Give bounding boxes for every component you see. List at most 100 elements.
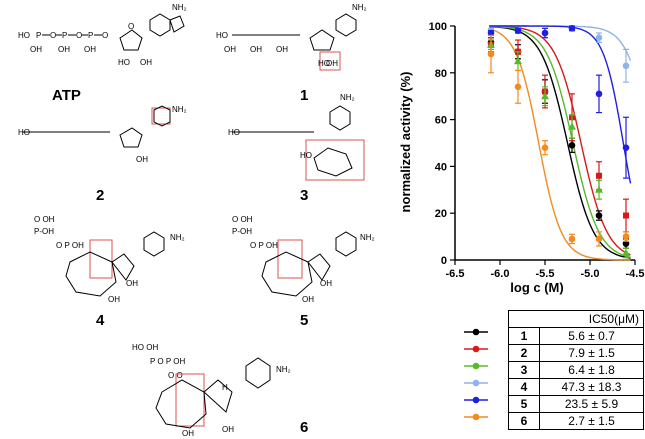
data-point <box>595 34 603 41</box>
y-tick-label: 20 <box>435 208 447 220</box>
compound-number: 4 <box>508 378 540 396</box>
legend-markers <box>464 328 488 421</box>
ic50-row: 4 47.3 ± 18.3 <box>508 378 644 396</box>
compound-number: 1 <box>508 327 540 345</box>
fit-curves <box>489 25 632 261</box>
svg-text:NH₂: NH₂ <box>360 233 375 242</box>
ic50-row: 1 5.6 ± 0.7 <box>508 327 644 345</box>
svg-text:O: O <box>50 31 56 40</box>
fit-curve-2 <box>489 25 631 256</box>
ic50-value: 6.4 ± 1.8 <box>539 361 644 379</box>
fit-curve-6 <box>489 28 631 261</box>
svg-text:5: 5 <box>300 312 308 329</box>
structure-3: HO NH₂ HO 3 <box>228 93 365 204</box>
svg-text:HO: HO <box>18 128 30 137</box>
data-point <box>622 144 630 151</box>
compound-number: 5 <box>508 395 540 413</box>
legend-marker-6 <box>472 413 480 421</box>
ic50-value: 23.5 ± 5.9 <box>539 395 644 413</box>
svg-text:O: O <box>128 22 134 31</box>
x-tick-label: -6.5 <box>446 268 465 280</box>
data-point <box>568 142 576 149</box>
x-tick-label: -5.5 <box>536 268 555 280</box>
y-tick-label: 0 <box>441 255 447 267</box>
data-point <box>568 235 576 243</box>
legend-marker-1 <box>472 328 480 336</box>
data-point <box>622 62 630 70</box>
y-tick-label: 80 <box>435 68 447 80</box>
svg-text:H: H <box>222 383 228 392</box>
ic50-row: 3 6.4 ± 1.8 <box>508 361 644 379</box>
y-axis-label: normalized activity (%) <box>398 72 413 213</box>
compound-number: 3 <box>508 361 540 379</box>
data-point <box>622 233 630 240</box>
svg-text:O OH: O OH <box>232 215 253 224</box>
data-point <box>568 25 576 32</box>
series-4 <box>487 25 630 83</box>
data-point <box>568 122 576 130</box>
data-point <box>595 90 603 98</box>
svg-text:OH: OH <box>326 59 338 68</box>
svg-text:1: 1 <box>300 87 308 104</box>
svg-text:OH: OH <box>140 58 152 67</box>
svg-text:P: P <box>62 31 67 40</box>
series-6 <box>487 34 630 247</box>
ic50-value: 47.3 ± 18.3 <box>539 378 644 396</box>
data-point <box>595 235 603 243</box>
structure-2: HO NH₂ OH 2 <box>18 105 187 204</box>
svg-text:OH: OH <box>58 45 70 54</box>
structure-1: HO OH OH OH NH₂ HO OH 1 <box>216 3 367 104</box>
svg-text:6: 6 <box>300 419 308 436</box>
svg-text:P-OH: P-OH <box>34 227 54 236</box>
data-point <box>541 144 549 151</box>
svg-text:OH: OH <box>276 45 288 54</box>
legend-marker-2 <box>472 345 480 353</box>
structure-4: O OH P-OH O P OH NH₂ OH OH 4 <box>34 215 185 329</box>
svg-text:OH: OH <box>30 45 42 54</box>
svg-text:O P OH: O P OH <box>250 241 278 250</box>
svg-text:OH: OH <box>302 295 314 304</box>
svg-text:OH: OH <box>224 45 236 54</box>
svg-text:HO: HO <box>318 59 330 68</box>
y-tick-label: 40 <box>435 161 447 173</box>
svg-text:ATP: ATP <box>52 87 81 104</box>
ic50-value: 2.7 ± 1.5 <box>539 412 644 430</box>
compound-number: 2 <box>508 344 540 362</box>
svg-text:HO: HO <box>18 31 30 40</box>
ic50-value: 5.6 ± 0.7 <box>539 327 644 345</box>
svg-text:NH₂: NH₂ <box>340 93 355 102</box>
structure-5: O OH P-OH O P OH NH₂ OH OH 5 <box>232 215 375 329</box>
data-point <box>514 83 522 91</box>
x-axis-label: log c (M) <box>510 280 563 295</box>
data-point <box>541 92 549 100</box>
svg-text:HO: HO <box>300 151 312 160</box>
x-tick-label: -4.5 <box>626 268 645 280</box>
svg-text:OH: OH <box>136 155 148 164</box>
ic50-row: 2 7.9 ± 1.5 <box>508 344 644 362</box>
ic50-table-body: 1 5.6 ± 0.7 2 7.9 ± 1.5 3 6.4 ± 1.8 4 47.3 ± 18… <box>508 327 644 430</box>
svg-text:NH₂: NH₂ <box>172 3 187 12</box>
data-point <box>487 50 495 58</box>
svg-text:OH: OH <box>84 45 96 54</box>
fit-curve-5 <box>489 25 632 184</box>
svg-text:4: 4 <box>96 312 105 329</box>
svg-text:HO: HO <box>118 58 130 67</box>
structure-6: HO OH P O P OH O O NH₂ OH OH H 6 <box>132 343 308 438</box>
fit-curve-3 <box>489 25 631 258</box>
ic50-value: 7.9 ± 1.5 <box>539 344 644 362</box>
svg-text:HO OH: HO OH <box>132 343 158 352</box>
data-point <box>595 212 603 219</box>
data-point <box>487 29 495 37</box>
data-point <box>622 248 630 256</box>
svg-text:O OH: O OH <box>34 215 55 224</box>
ic50-row: 5 23.5 ± 5.9 <box>508 395 644 413</box>
svg-text:O: O <box>102 31 108 40</box>
legend-marker-5 <box>472 396 480 404</box>
svg-text:OH: OH <box>222 425 234 434</box>
compound-number: 6 <box>508 412 540 430</box>
data-point <box>622 240 630 247</box>
svg-text:OH: OH <box>250 45 262 54</box>
legend-marker-3 <box>472 362 480 370</box>
svg-text:OH: OH <box>182 429 194 438</box>
